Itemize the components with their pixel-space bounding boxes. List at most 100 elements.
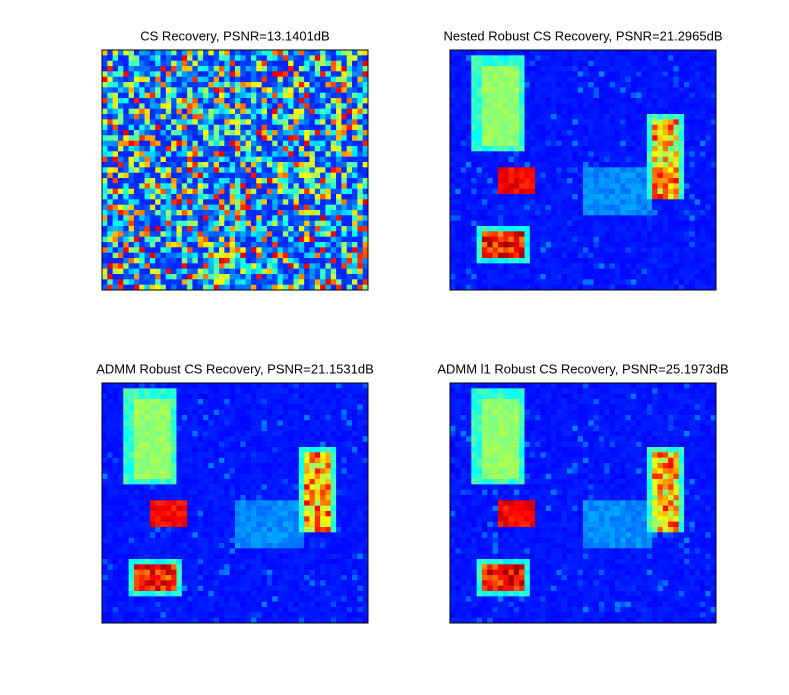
pixel: [208, 247, 215, 254]
pixel: [160, 140, 167, 147]
pixel: [203, 92, 209, 99]
pixel: [107, 82, 114, 88]
pixel: [572, 151, 579, 158]
pixel: [171, 50, 177, 56]
pixel: [261, 130, 268, 136]
pixel: [577, 284, 584, 291]
pixel: [133, 92, 140, 99]
pixel: [272, 76, 278, 83]
pixel: [357, 284, 364, 291]
pixel: [476, 194, 483, 200]
pixel: [181, 178, 188, 184]
pixel: [630, 252, 637, 259]
pixel: [203, 263, 209, 270]
pixel: [481, 263, 488, 270]
pixel: [455, 162, 462, 168]
pixel: [298, 210, 305, 216]
pixel: [583, 274, 589, 280]
pixel: [572, 231, 579, 238]
pixel: [652, 130, 658, 136]
pixel: [341, 162, 348, 168]
pixel: [336, 274, 342, 280]
pixel: [133, 140, 140, 147]
pixel: [245, 66, 252, 72]
pixel: [298, 108, 305, 115]
pixel: [256, 98, 262, 104]
pixel: [213, 425, 220, 432]
pixel: [266, 135, 273, 142]
pixel: [245, 50, 252, 56]
pixel: [577, 183, 584, 190]
pixel: [149, 279, 156, 286]
pixel: [508, 66, 515, 72]
pixel: [240, 284, 247, 291]
pixel: [320, 204, 326, 211]
pixel: [519, 215, 525, 222]
pixel: [165, 194, 172, 200]
pixel: [250, 188, 257, 195]
pixel: [641, 87, 648, 94]
pixel: [357, 76, 364, 83]
pixel: [700, 66, 706, 72]
pixel: [583, 146, 589, 152]
pixel: [513, 108, 520, 115]
pixel: [288, 279, 294, 286]
pixel: [705, 172, 712, 179]
pixel: [181, 76, 188, 83]
pixel: [662, 236, 669, 243]
pixel: [192, 279, 199, 286]
pixel: [689, 220, 696, 227]
pixel: [309, 130, 316, 136]
pixel: [309, 103, 316, 110]
pixel: [155, 98, 161, 104]
pixel: [471, 50, 477, 56]
pixel: [513, 188, 520, 195]
pixel: [572, 76, 579, 83]
pixel: [181, 409, 188, 416]
pixel: [604, 151, 610, 158]
pixel: [588, 178, 595, 184]
pixel: [673, 130, 680, 136]
pixel: [609, 92, 616, 99]
pixel: [235, 420, 241, 427]
pixel: [588, 98, 595, 104]
pixel: [181, 247, 188, 254]
pixel: [620, 279, 626, 286]
pixel: [266, 55, 273, 62]
pixel: [556, 135, 563, 142]
pixel: [304, 108, 310, 115]
pixel: [288, 55, 294, 62]
pixel: [298, 172, 305, 179]
pixel: [641, 124, 648, 131]
pixel: [700, 119, 706, 126]
pixel: [529, 50, 536, 56]
pixel: [684, 135, 690, 142]
pixel: [710, 204, 717, 211]
pixel: [149, 409, 156, 416]
pixel: [309, 82, 316, 88]
pixel: [641, 114, 648, 120]
pixel: [102, 199, 108, 206]
pixel: [256, 236, 262, 243]
pixel: [293, 236, 300, 243]
pixel: [330, 55, 337, 62]
pixel: [336, 178, 342, 184]
pixel: [261, 76, 268, 83]
pixel: [519, 220, 525, 227]
pixel: [282, 204, 289, 211]
pixel: [620, 151, 626, 158]
pixel: [662, 140, 669, 147]
pixel: [497, 103, 504, 110]
pixel: [155, 92, 161, 99]
pixel: [630, 279, 637, 286]
pixel: [277, 156, 284, 163]
pixel: [261, 172, 268, 179]
pixel: [288, 178, 294, 184]
pixel: [133, 151, 140, 158]
pixel: [572, 50, 579, 56]
pixel: [272, 183, 278, 190]
pixel: [229, 135, 236, 142]
pixel: [636, 135, 642, 142]
pixel: [567, 167, 573, 174]
pixel: [689, 130, 696, 136]
